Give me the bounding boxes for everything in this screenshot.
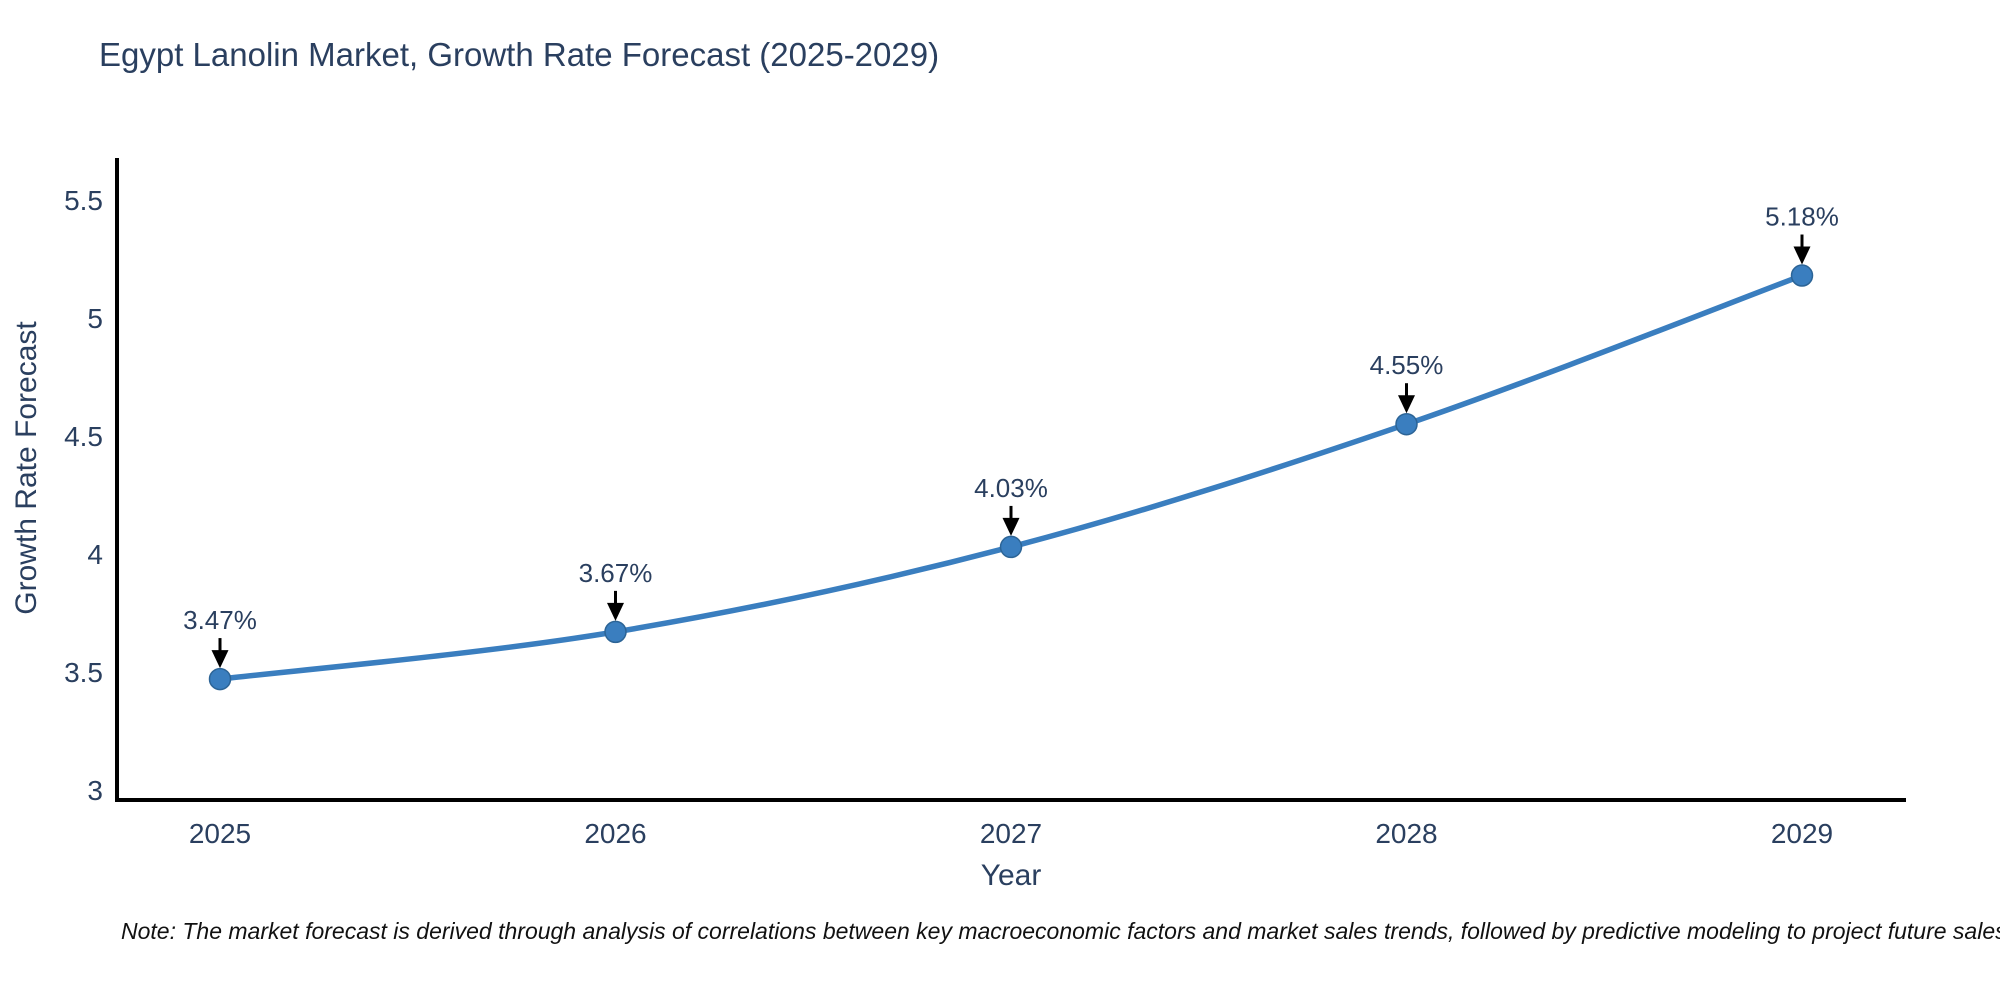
annotation-label: 4.03%	[974, 473, 1048, 503]
y-tick-label: 3.5	[64, 657, 103, 688]
y-tick-label: 5	[87, 303, 103, 334]
data-point-marker	[1790, 264, 1814, 287]
y-tick-label: 4	[87, 539, 103, 570]
annotation-arrowhead-icon	[1398, 395, 1415, 414]
annotation-arrowhead-icon	[1002, 517, 1020, 536]
x-tick-label: 2029	[1771, 818, 1833, 849]
annotation-label: 3.47%	[183, 605, 257, 635]
annotation-label: 3.67%	[579, 558, 653, 588]
chart-title: Egypt Lanolin Market, Growth Rate Foreca…	[99, 36, 940, 73]
point-annotations: 3.47% 3.67% 4.03% 4.55% 5.18%	[183, 202, 1839, 669]
annotation-arrowhead-icon	[607, 602, 624, 621]
x-axis-title: Year	[980, 859, 1042, 892]
data-point-marker	[208, 667, 232, 691]
annotation-arrowhead-icon	[211, 650, 229, 669]
x-tick-labels: 2025 2026 2027 2028 2029	[189, 818, 1833, 849]
point-annotation: 3.67%	[579, 558, 653, 621]
data-point-markers	[208, 264, 1814, 691]
data-point-marker	[1395, 412, 1418, 436]
annotation-label: 5.18%	[1765, 202, 1839, 232]
y-tick-labels: 3 3.5 4 4.5 5 5.5	[64, 185, 103, 806]
footnote: Note: The market forecast is derived thr…	[121, 918, 2000, 944]
y-tick-label: 5.5	[64, 185, 103, 216]
point-annotation: 5.18%	[1765, 202, 1839, 265]
annotation-arrowhead-icon	[1793, 246, 1811, 265]
data-point-marker	[604, 620, 627, 644]
point-annotation: 3.47%	[183, 605, 257, 669]
point-annotation: 4.03%	[974, 473, 1048, 536]
x-tick-label: 2026	[584, 818, 646, 849]
axis-spines	[115, 158, 1906, 802]
point-annotation: 4.55%	[1370, 350, 1444, 414]
y-tick-label: 3	[87, 775, 103, 806]
x-tick-label: 2028	[1375, 818, 1437, 849]
data-point-marker	[999, 535, 1023, 559]
x-tick-label: 2025	[189, 818, 251, 849]
annotation-label: 4.55%	[1370, 350, 1444, 380]
y-tick-label: 4.5	[64, 421, 103, 452]
x-tick-label: 2027	[980, 818, 1042, 849]
